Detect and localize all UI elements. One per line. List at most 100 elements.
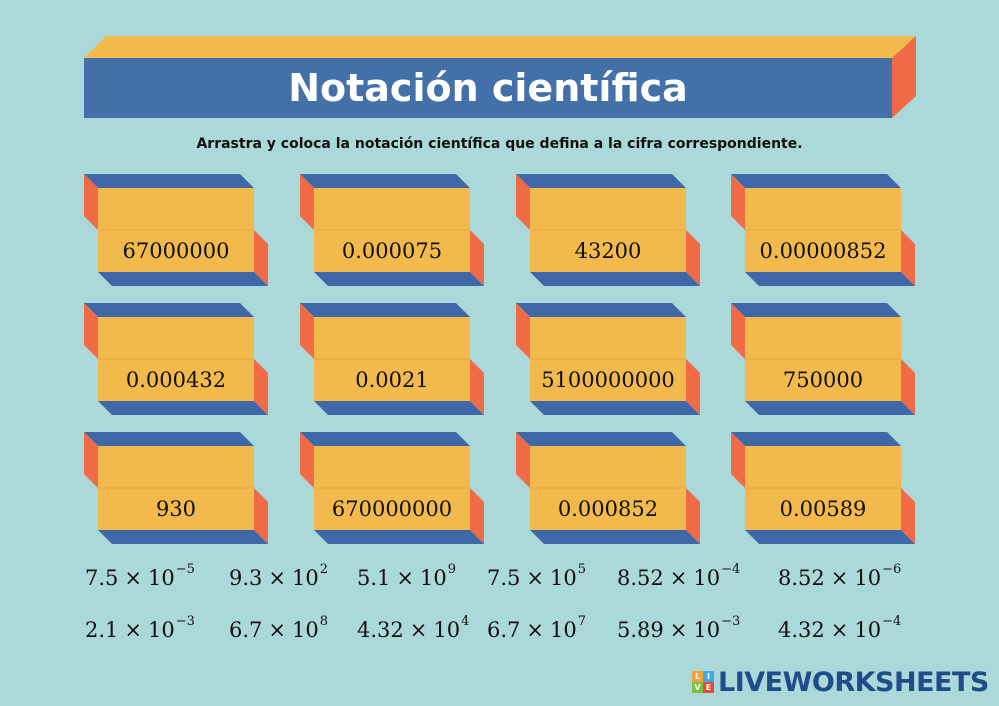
times-sign: ×: [830, 566, 849, 590]
card-number: 0.000432: [125, 368, 227, 392]
answer-chip[interactable]: 7.5 × 10 −5: [85, 561, 195, 595]
answer-exponent: −4: [721, 561, 741, 577]
answer-mantissa: 9.3: [229, 566, 263, 590]
answer-exponent: −5: [175, 561, 195, 577]
card-number: 0.000852: [557, 497, 659, 521]
answer-chip[interactable]: 5.1 × 10 9: [357, 561, 456, 595]
answer-mantissa: 6.7: [487, 618, 521, 642]
card-shape: [516, 432, 700, 544]
answer-chip[interactable]: 8.52 × 10 −4: [617, 561, 740, 595]
answer-exponent: 8: [319, 613, 329, 629]
card-shape: [516, 303, 700, 415]
logo-mark-letter: E: [703, 682, 714, 693]
answer-drop-slot[interactable]: [745, 446, 901, 488]
times-sign: ×: [830, 618, 849, 642]
answer-mantissa: 8.52: [778, 566, 825, 590]
answer-mantissa: 6.7: [229, 618, 263, 642]
card-number: 670000000: [331, 497, 453, 521]
answer-drop-slot[interactable]: [98, 317, 254, 359]
answer-mantissa: 4.32: [357, 618, 404, 642]
answer-drop-slot[interactable]: [314, 317, 470, 359]
card-number: 5100000000: [541, 368, 675, 392]
card-shape: [516, 174, 700, 286]
number-card: 0.000852: [516, 432, 706, 544]
answer-exponent: 9: [447, 561, 457, 577]
number-card: 0.00000852: [731, 174, 921, 286]
logo-text: LIVEWORKSHEETS: [718, 666, 989, 698]
answer-chip[interactable]: 4.32 × 10 4: [357, 613, 469, 647]
card-number: 930: [155, 497, 197, 521]
answer-chip[interactable]: 2.1 × 10 −3: [85, 613, 195, 647]
card-shape: [300, 432, 484, 544]
answer-exponent: −4: [882, 613, 902, 629]
card-number: 0.00000852: [759, 239, 887, 263]
answer-drop-slot[interactable]: [530, 188, 686, 230]
card-number: 0.0021: [355, 368, 429, 392]
answer-mantissa: 5.1: [357, 566, 391, 590]
answer-exponent: −6: [882, 561, 902, 577]
answer-base: 10: [148, 566, 175, 590]
answer-chip[interactable]: 6.7 × 10 8: [229, 613, 328, 647]
answer-chip[interactable]: 5.89 × 10 −3: [617, 613, 740, 647]
answer-mantissa: 8.52: [617, 566, 664, 590]
number-card: 0.000075: [300, 174, 490, 286]
card-shape: [84, 174, 268, 286]
answer-base: 10: [550, 566, 577, 590]
answer-mantissa: 7.5: [487, 566, 521, 590]
answer-base: 10: [420, 566, 447, 590]
card-shape: [84, 303, 268, 415]
answer-drop-slot[interactable]: [98, 188, 254, 230]
times-sign: ×: [409, 618, 428, 642]
number-card: 930: [84, 432, 274, 544]
answer-drop-slot[interactable]: [314, 188, 470, 230]
answer-drop-slot[interactable]: [530, 317, 686, 359]
answer-exponent: 5: [577, 561, 587, 577]
number-card: 67000000: [84, 174, 274, 286]
logo-mark-letter: V: [692, 682, 703, 693]
card-shape: [731, 303, 915, 415]
answer-exponent: −3: [175, 613, 195, 629]
answer-drop-slot[interactable]: [98, 446, 254, 488]
card-shape: [84, 432, 268, 544]
answer-base: 10: [550, 618, 577, 642]
answer-drop-slot[interactable]: [530, 446, 686, 488]
times-sign: ×: [268, 618, 287, 642]
answer-base: 10: [693, 566, 721, 590]
logo-mark-letter: I: [703, 671, 714, 682]
answer-chip[interactable]: 7.5 × 10 5: [487, 561, 586, 595]
answer-exponent: 4: [461, 613, 470, 629]
answer-chip[interactable]: 6.7 × 10 7: [487, 613, 586, 647]
title-banner-shape: [84, 36, 916, 118]
times-sign: ×: [669, 618, 688, 642]
instructions-text: Arrastra y coloca la notación científica…: [196, 136, 803, 152]
answer-mantissa: 2.1: [85, 618, 119, 642]
answer-chip[interactable]: 8.52 × 10 −6: [778, 561, 901, 595]
times-sign: ×: [124, 566, 143, 590]
number-card: 670000000: [300, 432, 490, 544]
answer-drop-slot[interactable]: [745, 188, 901, 230]
card-shape: [731, 174, 915, 286]
answer-mantissa: 4.32: [778, 618, 825, 642]
answer-chip[interactable]: 9.3 × 10 2: [229, 561, 328, 595]
card-shape: [731, 432, 915, 544]
card-number: 43200: [574, 239, 642, 263]
answer-base: 10: [854, 618, 882, 642]
times-sign: ×: [124, 618, 143, 642]
card-number: 750000: [782, 368, 864, 392]
number-card: 0.000432: [84, 303, 274, 415]
answer-base: 10: [693, 618, 721, 642]
card-shape: [300, 303, 484, 415]
answer-mantissa: 7.5: [85, 566, 119, 590]
answer-drop-slot[interactable]: [745, 317, 901, 359]
times-sign: ×: [268, 566, 287, 590]
answer-exponent: 2: [319, 561, 329, 577]
answer-drop-slot[interactable]: [314, 446, 470, 488]
number-card: 43200: [516, 174, 706, 286]
title-banner: Notación científica: [0, 0, 999, 130]
answer-chip[interactable]: 4.32 × 10 −4: [778, 613, 901, 647]
card-number: 0.000075: [341, 239, 443, 263]
answer-mantissa: 5.89: [617, 618, 664, 642]
number-card: 0.00589: [731, 432, 921, 544]
